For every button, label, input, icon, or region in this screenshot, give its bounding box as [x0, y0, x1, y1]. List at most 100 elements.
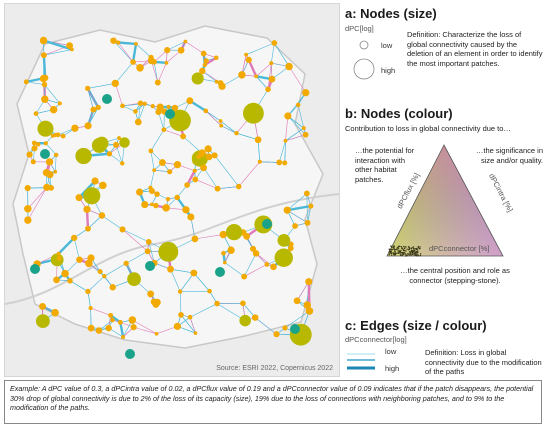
- network-edge: [122, 229, 148, 252]
- triangle-point: [411, 250, 414, 252]
- habitat-node: [154, 79, 161, 86]
- habitat-node: [203, 58, 209, 64]
- edge-width-symbols: [347, 353, 375, 370]
- habitat-node: [147, 290, 155, 298]
- triangle-point: [403, 250, 406, 252]
- network-edge: [133, 326, 157, 335]
- triangle-point: [395, 252, 397, 255]
- triangle-point: [414, 254, 417, 256]
- habitat-node: [222, 260, 227, 265]
- habitat-node: [148, 148, 154, 154]
- ternary-colour-triangle: [386, 144, 504, 257]
- network-edge: [214, 155, 239, 187]
- triangle-point: [400, 245, 403, 248]
- habitat-node: [150, 202, 154, 207]
- triangle-point: [388, 248, 390, 250]
- network-edge: [257, 139, 261, 162]
- habitat-node: [53, 169, 58, 174]
- habitat-node: [171, 104, 179, 112]
- network-edge: [115, 144, 123, 164]
- hub-node: [262, 219, 272, 229]
- network-edge: [135, 43, 152, 58]
- habitat-node: [61, 269, 69, 278]
- habitat-node: [117, 136, 122, 140]
- network-map: Source: ESRI 2022, Copernicus 2022: [4, 3, 340, 377]
- triangle-point: [411, 253, 414, 256]
- triangle-point: [397, 250, 399, 252]
- habitat-node: [282, 325, 288, 331]
- network-edge: [132, 319, 157, 335]
- habitat-node: [198, 149, 206, 157]
- habitat-node: [182, 206, 190, 214]
- habitat-node: [130, 59, 136, 65]
- network-edge: [114, 83, 123, 106]
- habitat-node: [23, 79, 29, 85]
- habitat-node: [39, 74, 48, 83]
- habitat-node: [283, 138, 288, 143]
- habitat-node: [264, 261, 270, 267]
- network-edge: [259, 161, 280, 163]
- habitat-node: [83, 205, 91, 213]
- network-edge: [73, 237, 80, 260]
- triangle-outline: [386, 144, 504, 257]
- triangle-point: [417, 250, 419, 252]
- habitat-node: [287, 245, 294, 252]
- habitat-node: [276, 159, 283, 166]
- triangle-point: [397, 252, 399, 254]
- habitat-node: [250, 245, 257, 252]
- triangle-point: [413, 250, 416, 252]
- habitat-node: [228, 246, 234, 252]
- habitat-node: [184, 182, 190, 188]
- network-edge: [90, 307, 111, 316]
- network-edge: [255, 62, 272, 77]
- habitat-node: [234, 130, 239, 136]
- network-edge: [297, 104, 305, 129]
- triangle-point: [400, 254, 402, 256]
- habitat-node: [214, 185, 221, 192]
- network-edge: [158, 111, 165, 130]
- habitat-node: [26, 151, 33, 158]
- network-edge: [151, 60, 159, 83]
- habitat-node: [24, 216, 32, 224]
- triangle-point: [401, 253, 404, 255]
- triangle-point: [416, 251, 418, 253]
- habitat-node: [221, 250, 226, 256]
- edge-high-label: high: [385, 364, 400, 373]
- habitat-node: [186, 97, 194, 105]
- panel-a-unit: dPC[log]: [345, 24, 374, 33]
- triangle-point: [390, 254, 393, 256]
- map-source: Source: ESRI 2022, Copernicus 2022: [216, 365, 333, 372]
- network-edge: [194, 234, 224, 240]
- habitat-node: [218, 119, 223, 123]
- network-edge: [195, 179, 218, 189]
- habitat-node: [240, 300, 246, 307]
- habitat-node: [214, 300, 220, 307]
- habitat-node: [192, 176, 199, 183]
- network-edge: [179, 291, 182, 315]
- network-edge: [179, 272, 195, 292]
- habitat-node: [121, 334, 126, 340]
- hub-node: [145, 261, 155, 271]
- habitat-node: [239, 314, 251, 327]
- triangle-point: [405, 253, 407, 256]
- habitat-node: [213, 55, 219, 61]
- habitat-node: [41, 95, 49, 103]
- habitat-node: [177, 46, 185, 54]
- habitat-node: [235, 183, 242, 190]
- triangle-point: [417, 255, 420, 257]
- triangle-point: [389, 252, 391, 255]
- habitat-node: [145, 239, 152, 245]
- habitat-node: [162, 204, 170, 212]
- habitat-node: [277, 234, 291, 247]
- habitat-node: [302, 131, 309, 138]
- triangle-point: [403, 247, 406, 250]
- habitat-node: [110, 317, 115, 323]
- network-edge: [221, 74, 243, 87]
- hub-node: [40, 149, 50, 159]
- size-low-label: low: [381, 41, 393, 50]
- habitat-node: [159, 159, 166, 166]
- habitat-node: [282, 160, 288, 166]
- habitat-node: [117, 319, 123, 325]
- river: [5, 193, 339, 305]
- habitat-node: [30, 159, 36, 165]
